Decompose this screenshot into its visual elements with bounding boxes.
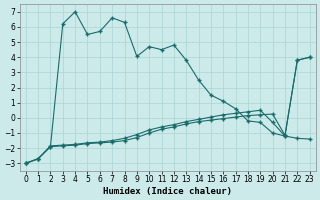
X-axis label: Humidex (Indice chaleur): Humidex (Indice chaleur) [103, 187, 232, 196]
